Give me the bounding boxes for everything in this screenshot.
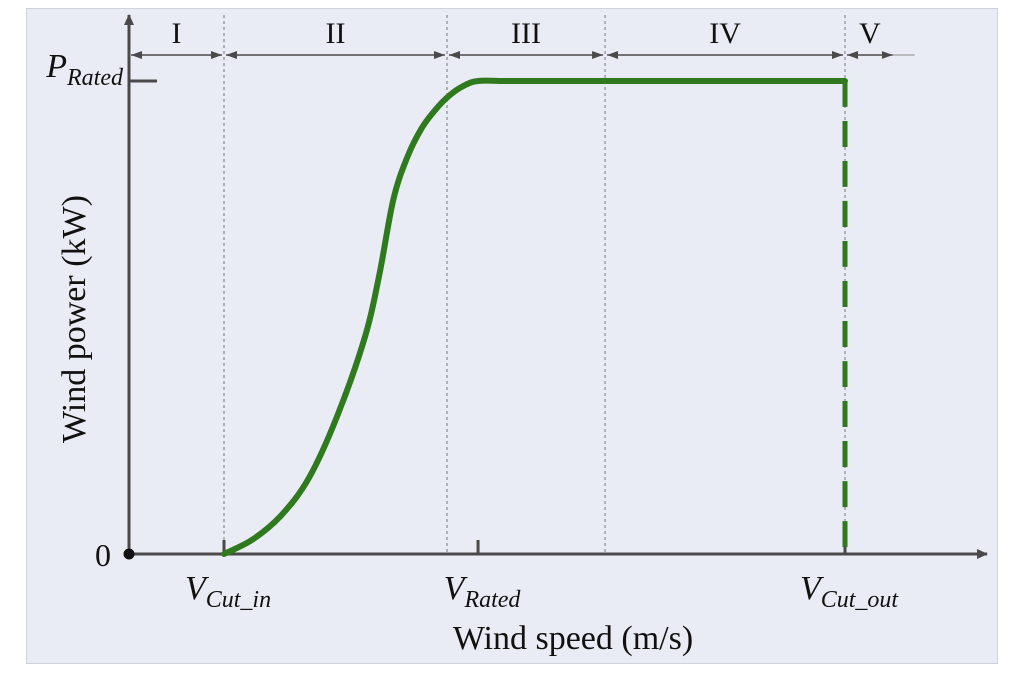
region-label-1: I xyxy=(172,17,182,50)
x-tick-label-cut_in: VCut_in xyxy=(185,570,271,613)
x-tick-label-cut_out-sub: Cut_out xyxy=(821,587,900,613)
region-label-4: IV xyxy=(709,17,741,50)
region-label-3: III xyxy=(511,17,541,50)
y-tick-label-rated-sub: Rated xyxy=(66,65,124,91)
region-label-5: V xyxy=(859,17,881,50)
origin-dot xyxy=(123,548,135,560)
region-label-2: II xyxy=(326,17,346,50)
y-tick-label-zero: 0 xyxy=(95,537,111,573)
series xyxy=(221,77,848,557)
y-tick-label-rated: PRated xyxy=(45,48,124,91)
y-tick-label-rated-main: P xyxy=(45,48,67,85)
region-bands: I II III IV V xyxy=(131,15,915,554)
x-tick-label-cut_out: VCut_out xyxy=(800,570,899,613)
x-axis-label: Wind speed (m/s) xyxy=(453,620,693,657)
y-axis-label: Wind power (kW) xyxy=(56,195,93,443)
power-curve-line xyxy=(221,77,848,557)
chart-figure: I II III IV V VCut_in VRated VCut_out 0 PRated W… xyxy=(26,8,998,664)
x-tick-label-cut_in-sub: Cut_in xyxy=(206,587,271,613)
x-tick-label-rated-sub: Rated xyxy=(463,587,521,613)
x-tick-label-rated: VRated xyxy=(444,570,522,613)
axes xyxy=(123,14,988,560)
